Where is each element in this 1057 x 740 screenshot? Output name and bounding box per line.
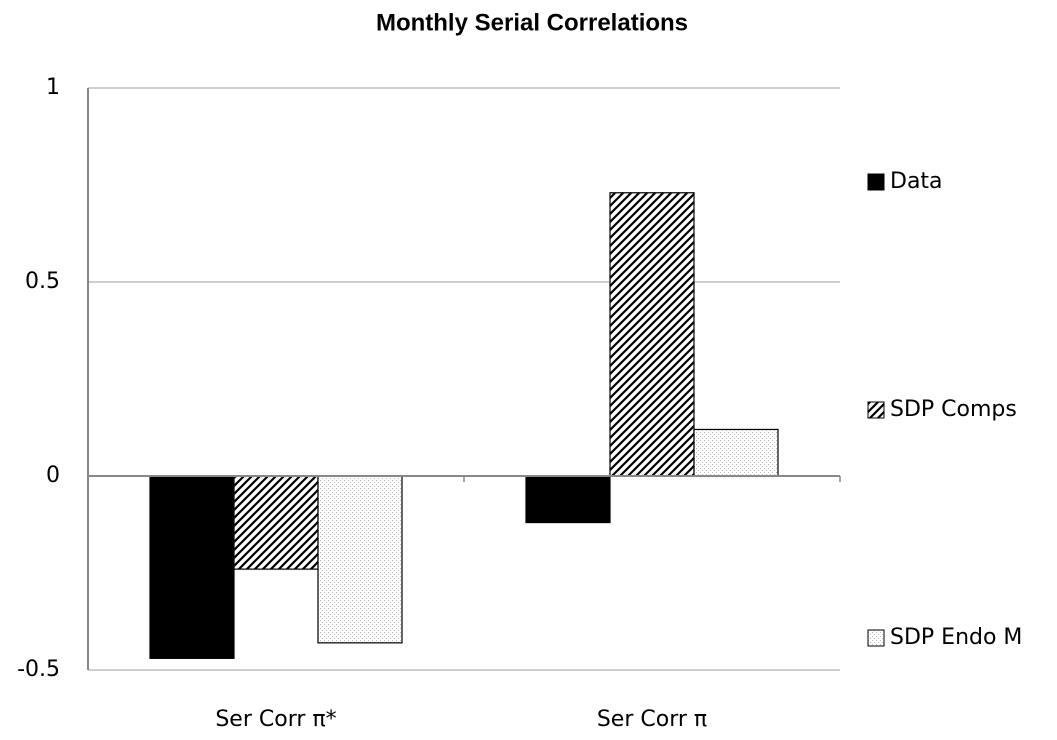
y-tick-label: 0	[46, 463, 60, 488]
x-tick-label: Ser Corr π*	[215, 707, 336, 732]
legend-label: SDP Comps	[890, 397, 1017, 422]
bar	[233, 475, 319, 570]
chart-title: Monthly Serial Correlations	[376, 9, 688, 36]
bar	[149, 475, 235, 659]
legend-label: SDP Endo M	[890, 625, 1022, 650]
bar	[317, 475, 403, 644]
bar	[525, 475, 611, 524]
y-tick-label: 0.5	[25, 269, 60, 294]
legend-swatch	[867, 629, 885, 647]
bar	[609, 192, 695, 477]
bar	[693, 428, 779, 477]
legend-label: Data	[890, 169, 943, 194]
legend-swatch	[867, 401, 885, 419]
legend-swatch	[867, 173, 885, 191]
y-tick-label: 1	[46, 75, 60, 100]
x-tick-label: Ser Corr π	[597, 707, 707, 732]
y-tick-label: -0.5	[17, 657, 60, 682]
